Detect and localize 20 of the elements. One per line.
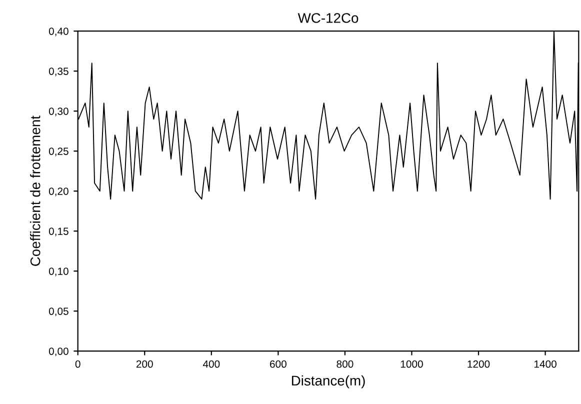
y-tick-label: 0,25 [48,148,68,156]
y-tick-label: 0,05 [48,308,68,316]
x-axis-title: Distance(m) [292,375,365,388]
x-tick-label: 800 [336,360,354,368]
y-tick-label: 0,00 [48,348,68,356]
y-tick-label: 0,35 [48,68,68,76]
y-tick-label: 0,10 [48,268,68,276]
y-axis-title: Coefficient de frottement [30,116,40,266]
x-tick-label: 1000 [400,360,423,368]
chart-title: WC-12Co [298,13,358,23]
y-tick-label: 0,20 [48,188,68,196]
y-tick-label: 0,15 [48,228,68,236]
x-tick-label: 600 [270,360,286,368]
x-tick-label: 1200 [468,360,490,368]
x-tick-label: 0 [75,360,80,368]
x-tick-label: 1400 [534,360,556,368]
y-tick-label: 0,40 [48,28,68,36]
x-tick-label: 200 [136,360,153,368]
y-tick-label: 0,30 [48,108,68,116]
x-tick-label: 400 [202,360,220,368]
